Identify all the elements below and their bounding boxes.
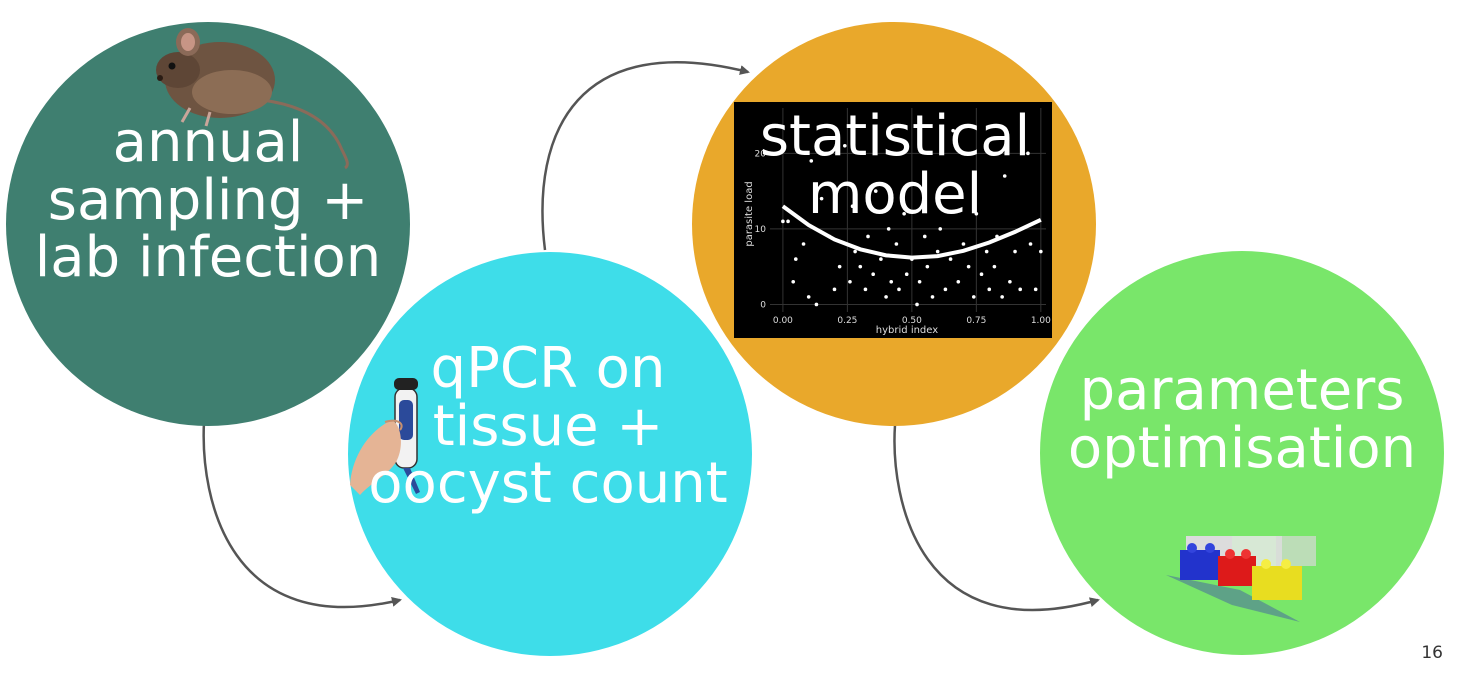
step-qpcr-line-1: qPCR on xyxy=(430,336,666,401)
scatter-point xyxy=(984,249,989,254)
scatter-point xyxy=(979,272,984,277)
scatter-point xyxy=(806,295,811,299)
scatter-point xyxy=(809,159,814,163)
scatter-point xyxy=(814,302,819,307)
x-tick-label: 0.50 xyxy=(902,316,922,326)
pipette-hand-icon xyxy=(350,378,420,495)
page-number: 16 xyxy=(1421,643,1443,663)
scatter-point xyxy=(873,189,878,193)
step-sampling-line-1: annual xyxy=(112,110,304,175)
scatter-point xyxy=(843,143,847,148)
scatter-point xyxy=(1026,151,1030,156)
x-axis-label: hybrid index xyxy=(876,325,938,336)
scatter-point xyxy=(1018,287,1023,292)
scatter-point xyxy=(961,242,966,246)
scatter-point xyxy=(793,257,798,261)
scatter-point xyxy=(915,302,919,307)
scatter-point xyxy=(879,257,883,261)
scatter-point xyxy=(974,211,979,216)
y-tick-label: 10 xyxy=(755,225,767,235)
scatter-point xyxy=(948,257,953,261)
step-model-line-2: model xyxy=(807,161,983,227)
scatter-point xyxy=(858,264,863,269)
circle-qpcr xyxy=(348,252,752,656)
circle-optimisation xyxy=(1040,251,1444,655)
scatter-point xyxy=(902,211,906,216)
mouse-icon xyxy=(156,28,349,170)
scatter-point xyxy=(884,295,888,299)
arrow-model-to-optimisation xyxy=(893,424,1100,612)
scatter-point xyxy=(1013,249,1017,254)
step-qpcr-line-2: tissue + xyxy=(432,393,664,459)
step-sampling-line-2: sampling + xyxy=(47,167,369,233)
scatter-point xyxy=(889,279,894,284)
scatter-point xyxy=(1039,249,1043,254)
scatter-point xyxy=(1002,174,1007,178)
y-axis-label: parasite load xyxy=(744,181,755,246)
step-model-label: statistical model xyxy=(700,108,1090,223)
scatter-point xyxy=(897,287,901,292)
scatter-point xyxy=(971,295,976,299)
scatter-point xyxy=(1033,287,1038,292)
step-sampling-label: annual sampling + lab infection xyxy=(0,114,416,287)
y-tick-label: 20 xyxy=(755,149,767,159)
scatter-point xyxy=(863,287,868,292)
y-tick-label: 0 xyxy=(760,300,766,310)
step-optimisation-line-2: optimisation xyxy=(1067,415,1417,481)
scatter-point xyxy=(992,264,997,269)
step-qpcr-line-3: oocyst count xyxy=(368,451,728,517)
step-model-line-1: statistical xyxy=(759,104,1031,169)
scatter-point xyxy=(819,196,824,201)
scatter-point xyxy=(930,295,935,299)
arrow-qpcr-to-model xyxy=(541,61,750,251)
scatter-point xyxy=(886,227,891,231)
step-optimisation-line-1: parameters xyxy=(1079,358,1405,423)
scatter-point xyxy=(1000,295,1004,299)
step-optimisation-label: parameters optimisation xyxy=(1040,362,1444,477)
scatter-point xyxy=(1020,121,1025,125)
x-tick-label: 0.00 xyxy=(773,316,793,326)
step-sampling-line-3: lab infection xyxy=(34,225,382,291)
scatter-point xyxy=(935,249,940,254)
scatter-point xyxy=(786,219,790,224)
scatter-point xyxy=(951,128,955,133)
scatter-point xyxy=(917,279,922,284)
scatter-point xyxy=(781,219,785,224)
scatter-point xyxy=(848,279,852,284)
scatter-point xyxy=(925,264,930,269)
x-tick-label: 1.00 xyxy=(1031,316,1051,326)
scatter-point xyxy=(904,272,909,277)
scatter-point xyxy=(987,287,992,292)
circle-sampling xyxy=(6,22,410,426)
scatter-point xyxy=(943,287,948,292)
scatter-point xyxy=(922,234,927,239)
scatter-point xyxy=(871,272,875,277)
scatter-point xyxy=(938,227,943,231)
x-tick-label: 0.25 xyxy=(837,316,857,326)
scatter-point xyxy=(791,279,796,284)
scatter-point xyxy=(853,249,857,254)
arrow-sampling-to-qpcr xyxy=(202,421,402,609)
scatter-point xyxy=(832,287,837,292)
scatter-plot: 0.00 0.25 0.50 0.75 1.00 0 10 20 hybrid index p… xyxy=(734,102,1052,338)
scatter-point xyxy=(1008,279,1012,284)
scatter-point xyxy=(801,242,806,246)
scatter-point xyxy=(956,279,961,284)
scatter-point xyxy=(1028,242,1033,246)
scatter-point xyxy=(837,264,842,269)
fit-curve xyxy=(781,204,1042,260)
scatter-point xyxy=(894,242,899,246)
scatter-point xyxy=(866,234,870,239)
scatter-point xyxy=(850,204,855,209)
x-tick-label: 0.75 xyxy=(966,316,986,326)
lego-bricks-icon xyxy=(1166,536,1316,622)
scatter-point xyxy=(966,264,971,269)
step-qpcr-label: qPCR on tissue + oocyst count xyxy=(346,340,750,513)
